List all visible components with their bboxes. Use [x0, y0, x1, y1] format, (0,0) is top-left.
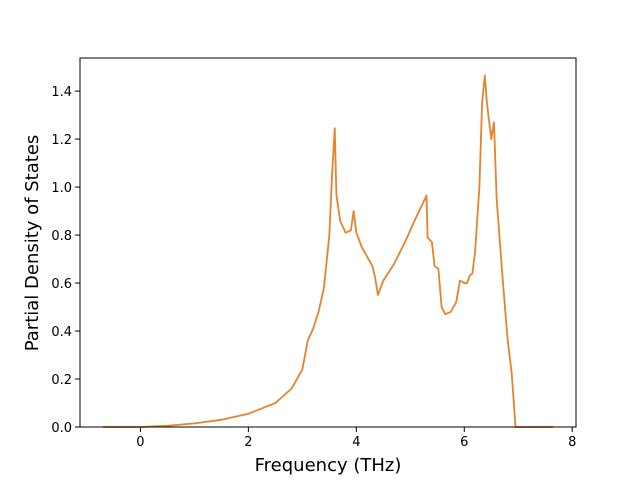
- y-tick-label: 0.4: [51, 325, 72, 340]
- y-tick-label: 1.0: [51, 181, 72, 196]
- x-axis-label: Frequency (THz): [255, 455, 402, 476]
- y-tick-label: 0.2: [51, 373, 72, 388]
- x-tick-label: 6: [460, 435, 468, 450]
- y-tick-label: 0.6: [51, 277, 72, 292]
- x-tick-label: 8: [568, 435, 576, 450]
- y-axis-label: Partial Density of States: [22, 135, 43, 352]
- y-tick-label: 1.4: [51, 85, 72, 100]
- plot-frame: [79, 57, 577, 428]
- x-tick-label: 2: [244, 435, 252, 450]
- x-tick-label: 0: [136, 435, 144, 450]
- x-tick-label: 4: [352, 435, 360, 450]
- y-tick-label: 0.8: [51, 229, 72, 244]
- y-tick-label: 0.0: [51, 421, 72, 436]
- y-tick-label: 1.2: [51, 133, 72, 148]
- data-line: [102, 74, 554, 428]
